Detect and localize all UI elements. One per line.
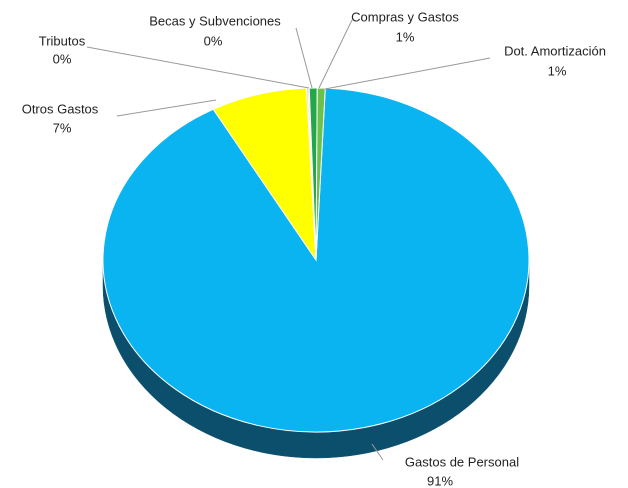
leader-line — [371, 443, 384, 461]
slice-label: Otros Gastos — [22, 101, 99, 116]
leader-line — [324, 57, 491, 90]
slice-top — [315, 87, 326, 261]
slice-label: Dot. Amortización — [504, 43, 606, 58]
slice-label: Compras y Gastos — [351, 9, 459, 24]
value-label: 7% — [53, 120, 72, 135]
slice-label: Gastos de Personal — [405, 454, 519, 469]
leader-line — [116, 99, 217, 117]
value-label: 1% — [396, 29, 415, 44]
leader-line — [318, 19, 353, 89]
slice — [212, 87, 317, 262]
leader-line — [86, 46, 310, 89]
slice-label: Becas y Subvenciones — [149, 13, 281, 28]
value-label: 0% — [204, 33, 223, 48]
slice-top — [212, 87, 317, 262]
value-label: 0% — [53, 51, 72, 66]
slice-label: Tributos — [39, 33, 86, 48]
slice — [315, 87, 326, 261]
leader-line — [295, 27, 313, 89]
value-label: 91% — [427, 473, 453, 488]
value-label: 1% — [548, 63, 567, 78]
